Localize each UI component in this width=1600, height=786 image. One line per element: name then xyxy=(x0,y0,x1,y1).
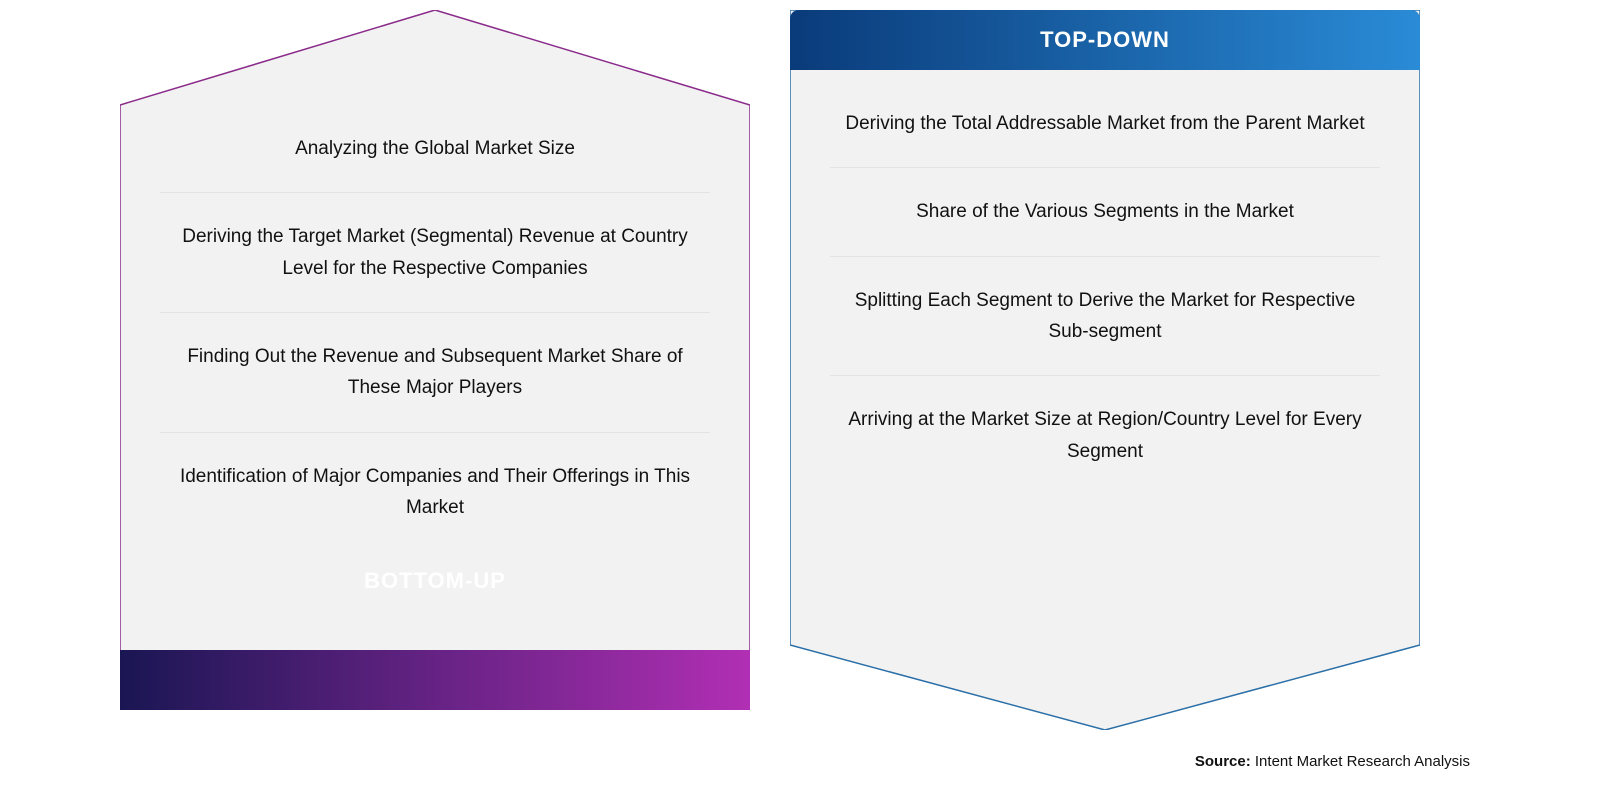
top-down-title-band: TOP-DOWN xyxy=(830,10,1380,70)
diagram-stage: Analyzing the Global Market Size Derivin… xyxy=(0,0,1600,786)
list-item: Identification of Major Companies and Th… xyxy=(160,433,710,552)
panel-top-down: TOP-DOWN Deriving the Total Addressable … xyxy=(790,10,1420,495)
panel-bottom-up-content: Analyzing the Global Market Size Derivin… xyxy=(120,10,750,611)
source-text: Intent Market Research Analysis xyxy=(1255,753,1470,770)
list-item: Deriving the Total Addressable Market fr… xyxy=(830,80,1380,167)
list-item: Deriving the Target Market (Segmental) R… xyxy=(160,193,710,312)
top-down-items: Deriving the Total Addressable Market fr… xyxy=(830,70,1380,495)
panel-bottom-up: Analyzing the Global Market Size Derivin… xyxy=(120,10,750,611)
bottom-up-title: BOTTOM-UP xyxy=(364,568,506,594)
top-down-title: TOP-DOWN xyxy=(1040,27,1170,53)
bottom-up-title-band: BOTTOM-UP xyxy=(160,551,710,611)
list-item: Share of the Various Segments in the Mar… xyxy=(830,168,1380,255)
bottom-up-items: Analyzing the Global Market Size Derivin… xyxy=(160,105,710,551)
list-item: Finding Out the Revenue and Subsequent M… xyxy=(160,313,710,432)
list-item: Analyzing the Global Market Size xyxy=(160,105,710,192)
panel-top-down-content: TOP-DOWN Deriving the Total Addressable … xyxy=(790,10,1420,495)
source-attribution: Source: Intent Market Research Analysis xyxy=(1195,753,1470,770)
list-item: Arriving at the Market Size at Region/Co… xyxy=(830,376,1380,495)
source-label: Source: xyxy=(1195,753,1251,770)
list-item: Splitting Each Segment to Derive the Mar… xyxy=(830,257,1380,376)
